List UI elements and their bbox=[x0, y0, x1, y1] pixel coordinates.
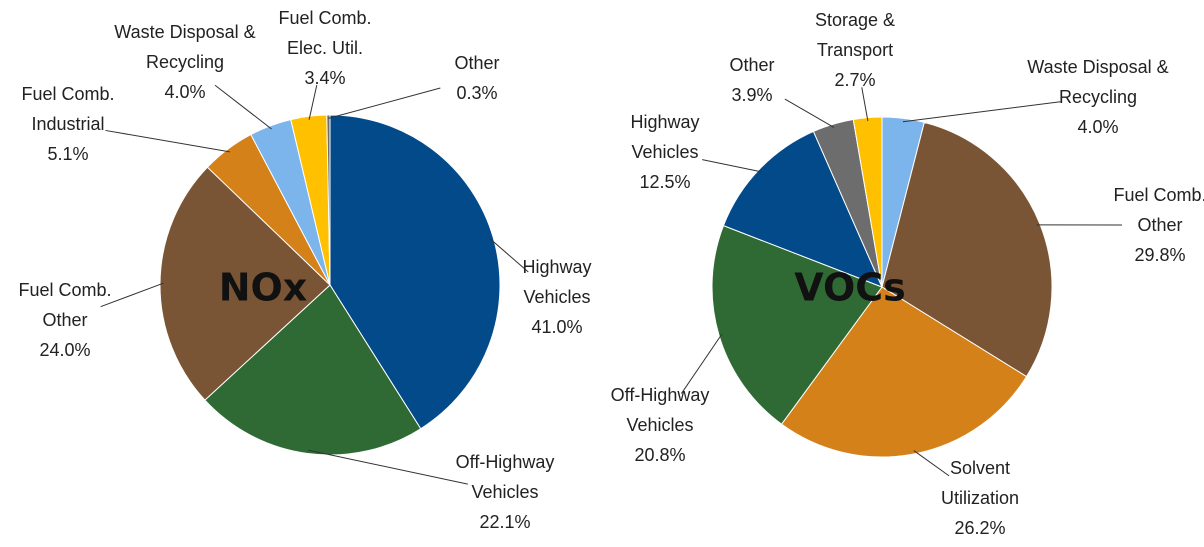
slice-label: Off-Highway Vehicles 20.8% bbox=[595, 380, 725, 470]
leader-line bbox=[913, 450, 950, 477]
chart-title: NOx bbox=[219, 266, 308, 310]
category: Solvent Utilization bbox=[940, 458, 1020, 508]
value-label: 2.7% bbox=[834, 70, 876, 90]
chart-title: VOCs bbox=[794, 266, 906, 310]
category: Other bbox=[454, 53, 500, 73]
pie-slice bbox=[711, 224, 883, 425]
slice-label: Highway Vehicles 12.5% bbox=[610, 107, 720, 197]
leader-line bbox=[105, 129, 230, 153]
leader-line bbox=[680, 333, 723, 394]
category: Storage & Transport bbox=[814, 10, 896, 60]
value-label: 24.0% bbox=[39, 340, 91, 360]
value-label: 26.2% bbox=[954, 518, 1006, 538]
value-label: 20.8% bbox=[634, 445, 686, 465]
value-label: 22.1% bbox=[479, 512, 531, 532]
category: Other bbox=[729, 55, 775, 75]
slice-label: Waste Disposal & Recycling 4.0% bbox=[1011, 52, 1186, 142]
slice-label: Solvent Utilization 26.2% bbox=[925, 453, 1035, 543]
value-label: 3.9% bbox=[731, 85, 773, 105]
slice-label: Waste Disposal & Recycling 4.0% bbox=[98, 17, 273, 107]
leader-line bbox=[489, 238, 529, 273]
leader-line bbox=[784, 98, 835, 128]
pie-slice bbox=[326, 114, 331, 286]
leader-line bbox=[308, 84, 318, 120]
category: Fuel Comb. Industrial bbox=[21, 84, 115, 134]
slice-label: Off-Highway Vehicles 22.1% bbox=[440, 447, 570, 537]
leader-line bbox=[861, 87, 869, 122]
leader-line bbox=[902, 101, 1061, 123]
category: Off-Highway Vehicles bbox=[610, 385, 710, 435]
category: Highway Vehicles bbox=[630, 112, 700, 162]
value-label: 4.0% bbox=[164, 82, 206, 102]
value-label: 5.1% bbox=[47, 144, 89, 164]
slice-label: Fuel Comb. Other 24.0% bbox=[10, 275, 120, 365]
value-label: 4.0% bbox=[1077, 117, 1119, 137]
value-label: 29.8% bbox=[1134, 245, 1186, 265]
category: Highway Vehicles bbox=[522, 257, 592, 307]
leader-line bbox=[100, 282, 164, 308]
category: Fuel Comb. Other bbox=[1113, 185, 1204, 235]
pie-slice bbox=[204, 284, 422, 456]
slice-label: Fuel Comb. Other 29.8% bbox=[1105, 180, 1204, 270]
value-label: 41.0% bbox=[531, 317, 583, 337]
category: Waste Disposal & Recycling bbox=[114, 22, 256, 72]
category: Fuel Comb. Elec. Util. bbox=[278, 8, 372, 58]
slice-label: Fuel Comb. Industrial 5.1% bbox=[8, 79, 128, 169]
slice-label: Highway Vehicles 41.0% bbox=[502, 252, 612, 342]
slice-label: Other 3.9% bbox=[712, 50, 792, 110]
leader-line bbox=[307, 449, 468, 485]
pie-slice bbox=[159, 166, 331, 401]
slice-label: Fuel Comb. Elec. Util. 3.4% bbox=[265, 3, 385, 93]
leader-line bbox=[328, 87, 441, 119]
pie-slice bbox=[722, 130, 883, 288]
value-label: 12.5% bbox=[639, 172, 691, 192]
leader-line bbox=[702, 159, 762, 173]
category: Waste Disposal & Recycling bbox=[1027, 57, 1169, 107]
value-label: 3.4% bbox=[304, 68, 346, 88]
category: Off-Highway Vehicles bbox=[455, 452, 555, 502]
slice-label: Other 0.3% bbox=[437, 48, 517, 108]
value-label: 0.3% bbox=[456, 83, 498, 103]
leader-line bbox=[214, 84, 272, 130]
slice-label: Storage & Transport 2.7% bbox=[795, 5, 915, 95]
pie-slice bbox=[780, 286, 1028, 458]
pie-slice bbox=[329, 114, 501, 430]
category: Fuel Comb. Other bbox=[18, 280, 112, 330]
